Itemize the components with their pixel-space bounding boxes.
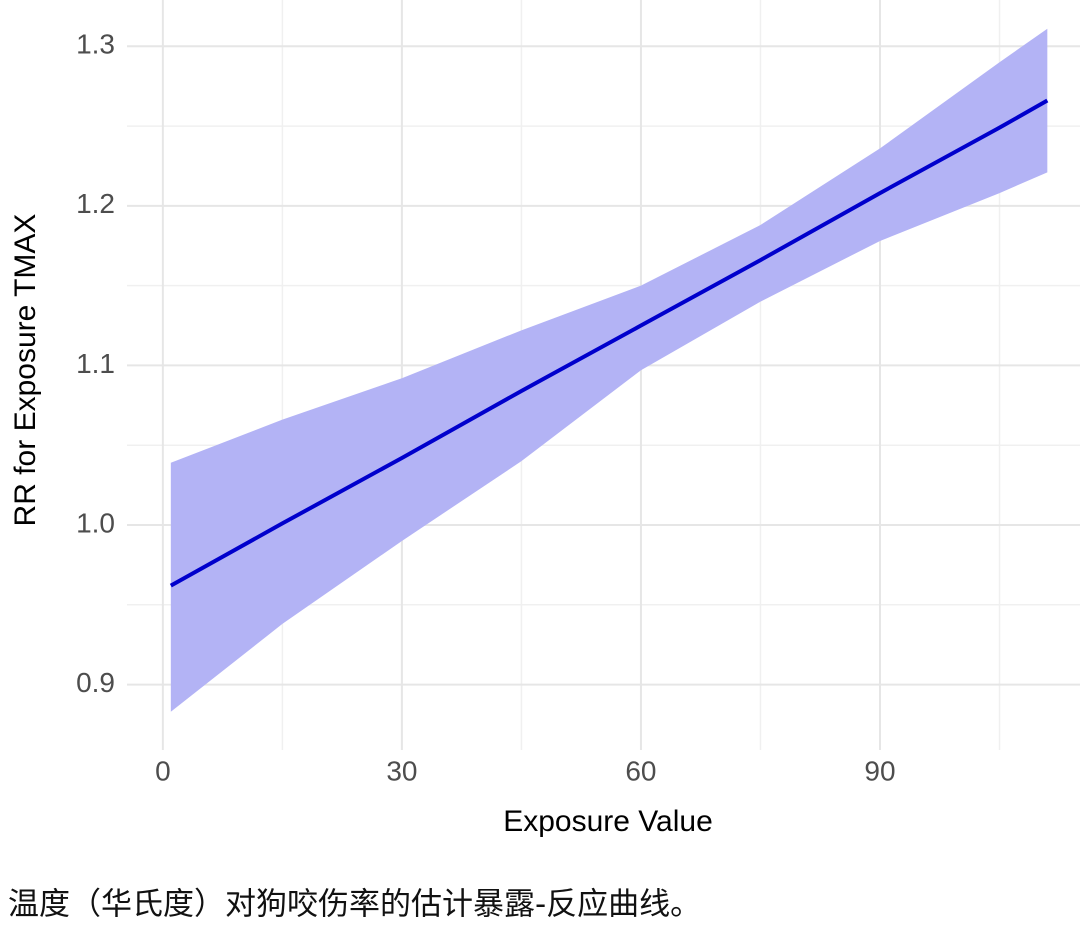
x-axis-title: Exposure Value bbox=[503, 805, 713, 838]
confidence-band bbox=[170, 28, 1048, 712]
y-tick-label: 1.1 bbox=[76, 348, 115, 379]
y-axis-title: RR for Exposure TMAX bbox=[9, 214, 42, 527]
y-tick-label: 1.0 bbox=[76, 507, 115, 538]
x-tick-label: 30 bbox=[386, 755, 417, 786]
x-tick-label: 90 bbox=[864, 755, 895, 786]
caption: 温度（华氏度）对狗咬伤率的估计暴露-反应曲线。 bbox=[8, 887, 701, 923]
y-tick-label: 1.2 bbox=[76, 188, 115, 219]
y-tick-label: 0.9 bbox=[76, 667, 115, 698]
y-tick-label: 1.3 bbox=[76, 29, 115, 60]
x-tick-label: 60 bbox=[625, 755, 656, 786]
line bbox=[169, 98, 1049, 588]
x-tick-label: 0 bbox=[155, 755, 171, 786]
